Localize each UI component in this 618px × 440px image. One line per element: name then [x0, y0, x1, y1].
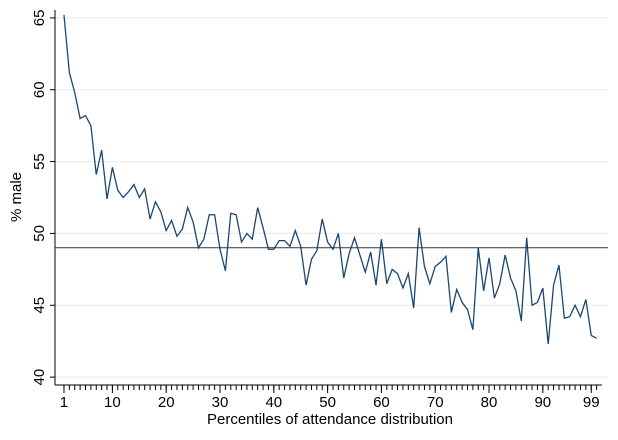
y-tick-label: 55	[31, 153, 48, 170]
y-tick-label: 65	[31, 10, 48, 27]
line-series	[63, 14, 597, 345]
x-tick-label: 90	[534, 394, 551, 411]
x-tick-label: 1	[60, 394, 68, 411]
x-tick-label: 60	[373, 394, 390, 411]
x-tick-label: 10	[104, 394, 121, 411]
y-tick-label: 50	[31, 225, 48, 242]
x-tick-label: 80	[481, 394, 498, 411]
x-tick-label: 40	[265, 394, 282, 411]
x-tick-label: 30	[212, 394, 229, 411]
y-axis-label: % male	[8, 172, 25, 222]
x-tick-label: 99	[583, 394, 600, 411]
x-tick-label: 50	[319, 394, 336, 411]
y-tick-label: 45	[31, 297, 48, 314]
x-axis-label: Percentiles of attendance distribution	[207, 411, 453, 428]
y-tick-label: 40	[31, 369, 48, 386]
x-tick-label: 20	[158, 394, 175, 411]
y-tick-label: 60	[31, 81, 48, 98]
x-tick-label: 70	[427, 394, 444, 411]
